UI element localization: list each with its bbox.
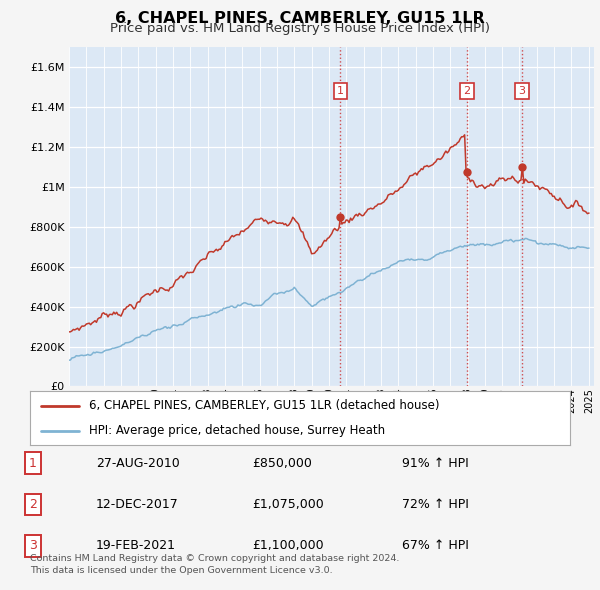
Text: 1: 1 (337, 86, 344, 96)
Text: 91% ↑ HPI: 91% ↑ HPI (402, 457, 469, 470)
Text: 3: 3 (29, 539, 37, 552)
Text: 19-FEB-2021: 19-FEB-2021 (96, 539, 176, 552)
Text: £1,100,000: £1,100,000 (252, 539, 323, 552)
Text: 1: 1 (29, 457, 37, 470)
Text: 12-DEC-2017: 12-DEC-2017 (96, 498, 179, 511)
Text: 2: 2 (463, 86, 470, 96)
Text: £850,000: £850,000 (252, 457, 312, 470)
Text: 67% ↑ HPI: 67% ↑ HPI (402, 539, 469, 552)
Text: 27-AUG-2010: 27-AUG-2010 (96, 457, 180, 470)
Text: 72% ↑ HPI: 72% ↑ HPI (402, 498, 469, 511)
Text: 6, CHAPEL PINES, CAMBERLEY, GU15 1LR (detached house): 6, CHAPEL PINES, CAMBERLEY, GU15 1LR (de… (89, 399, 440, 412)
Text: £1,075,000: £1,075,000 (252, 498, 324, 511)
Text: 2: 2 (29, 498, 37, 511)
Text: 6, CHAPEL PINES, CAMBERLEY, GU15 1LR: 6, CHAPEL PINES, CAMBERLEY, GU15 1LR (115, 11, 485, 25)
Text: HPI: Average price, detached house, Surrey Heath: HPI: Average price, detached house, Surr… (89, 424, 386, 437)
Text: Contains HM Land Registry data © Crown copyright and database right 2024.
This d: Contains HM Land Registry data © Crown c… (30, 555, 400, 575)
Text: 3: 3 (518, 86, 525, 96)
Text: Price paid vs. HM Land Registry's House Price Index (HPI): Price paid vs. HM Land Registry's House … (110, 22, 490, 35)
